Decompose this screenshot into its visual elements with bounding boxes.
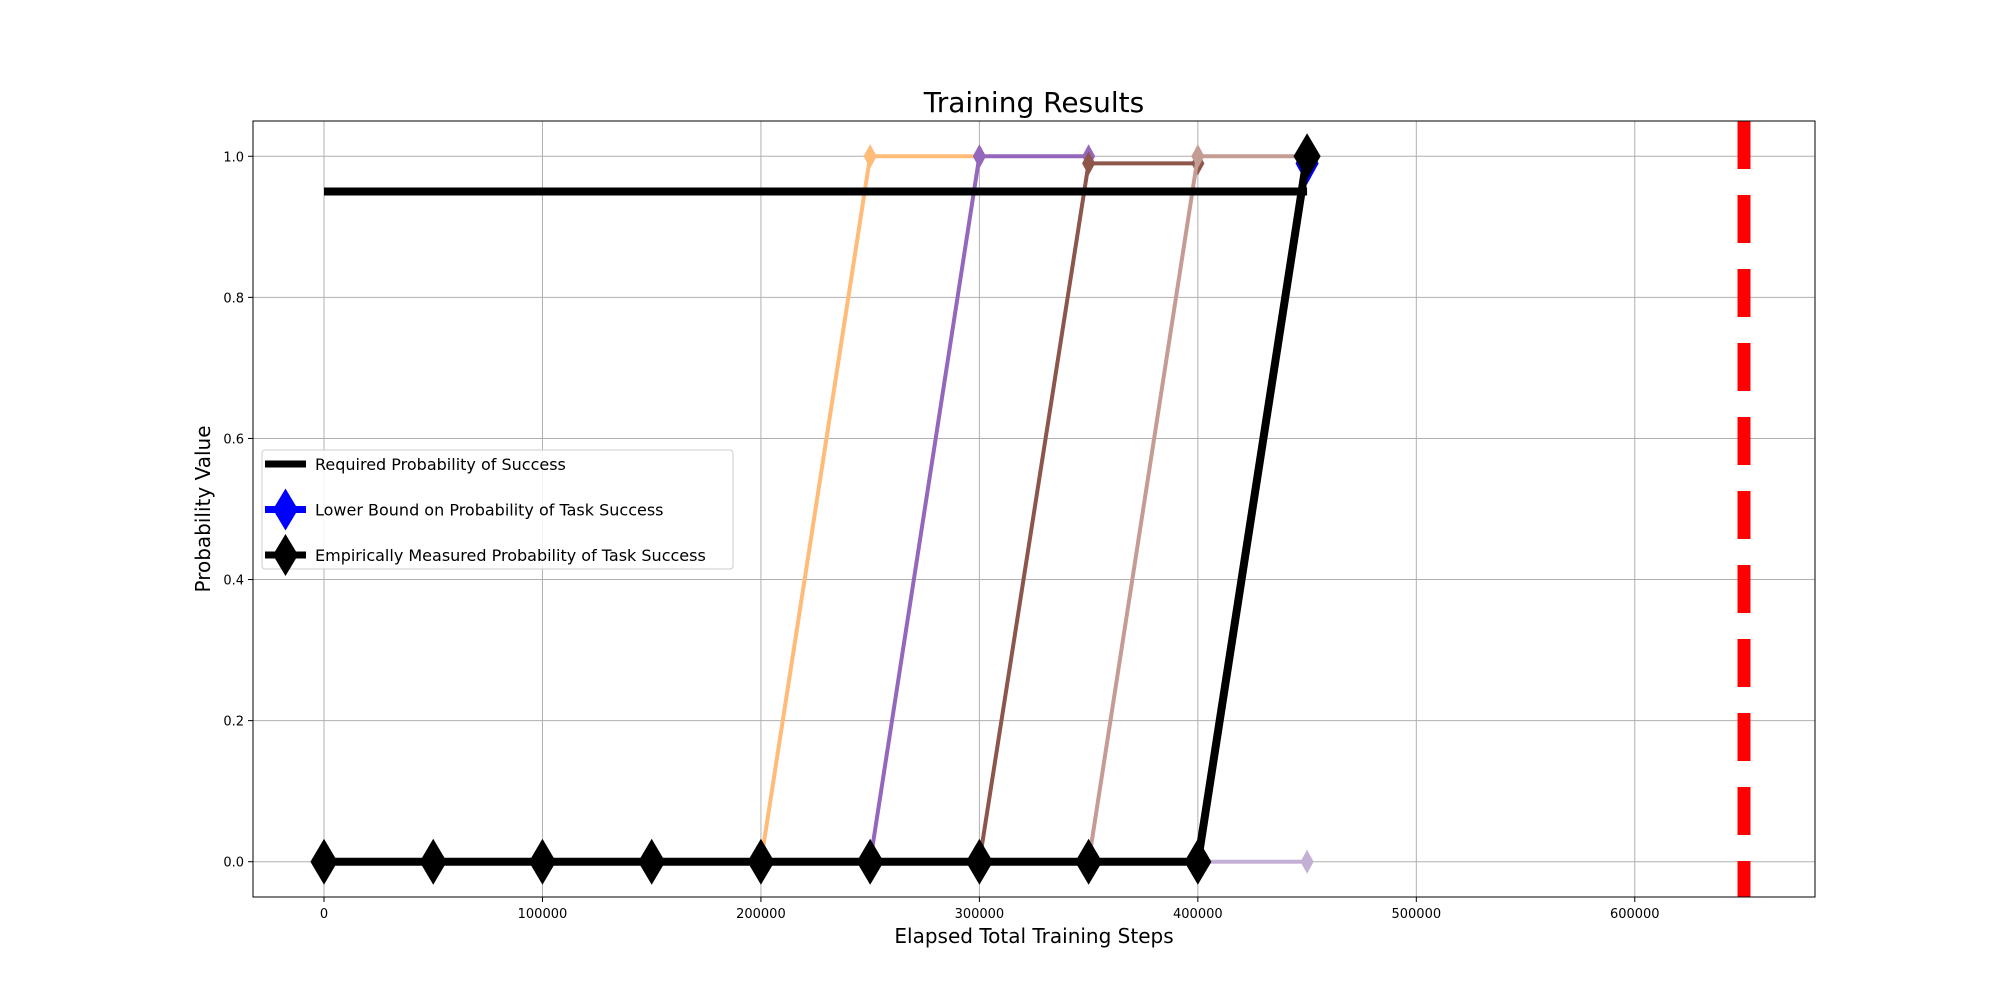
- series-marker: [1184, 838, 1212, 885]
- series-marker: [528, 838, 557, 885]
- series-line: [977, 161, 1198, 863]
- legend-box: [261, 449, 734, 570]
- legend-label: Lower Bound on Probability of Task Succe…: [315, 501, 664, 520]
- candidate-series: [758, 144, 986, 863]
- y-tick-label: 0.4: [223, 574, 244, 589]
- legend-item: Lower Bound on Probability of Task Succe…: [265, 488, 664, 531]
- series-marker: [747, 838, 775, 885]
- y-tick-label: 0.0: [223, 856, 244, 871]
- x-tick-label: 500000: [1391, 907, 1441, 922]
- legend-swatch-marker: [272, 534, 299, 576]
- legend-label: Required Probability of Success: [315, 455, 566, 474]
- tick-layer: 0 100000 200000 300000 400000 500000 600000 0.0…: [223, 150, 1659, 922]
- candidate-series: [1086, 144, 1314, 863]
- series-marker: [863, 144, 877, 169]
- series-marker: [965, 838, 993, 885]
- y-tick-label: 1.0: [223, 150, 244, 165]
- series-line: [324, 155, 1312, 866]
- plot-frame: [252, 120, 1816, 898]
- candidate-series: [868, 144, 1096, 863]
- x-tick-label: 400000: [1173, 907, 1223, 922]
- series-marker: [310, 838, 338, 885]
- y-tick-label: 0.8: [223, 291, 244, 306]
- legend: Required Probability of Success Lower Bou…: [261, 449, 734, 576]
- series-marker: [1082, 151, 1096, 176]
- x-tick-label: 600000: [1610, 907, 1660, 922]
- series-marker: [1300, 849, 1314, 874]
- empirical-series: [310, 133, 1321, 885]
- series-marker: [1191, 144, 1205, 169]
- y-tick-label: 0.2: [223, 715, 244, 730]
- x-tick-label: 200000: [736, 907, 786, 922]
- x-tick-label: 300000: [955, 907, 1005, 922]
- legend-item: Empirically Measured Probability of Task…: [265, 534, 706, 576]
- y-tick-label: 0.6: [223, 432, 244, 447]
- series-marker: [972, 144, 986, 169]
- x-tick-label: 0: [320, 907, 328, 922]
- x-axis-label: Elapsed Total Training Steps: [894, 924, 1173, 948]
- series-line: [758, 154, 980, 863]
- y-axis-label: Probability Value: [191, 425, 215, 592]
- series-marker: [856, 838, 884, 885]
- x-tick-label: 100000: [518, 907, 568, 922]
- legend-label: Empirically Measured Probability of Task…: [315, 546, 706, 565]
- series-marker: [638, 838, 666, 885]
- candidate-series: [977, 151, 1205, 863]
- series-marker: [419, 838, 447, 885]
- series-marker: [1075, 838, 1103, 885]
- legend-swatch-marker: [272, 488, 299, 531]
- series-layer: [310, 121, 1751, 897]
- series-marker: [1293, 133, 1321, 180]
- chart-title: Training Results: [923, 86, 1145, 119]
- legend-item: Required Probability of Success: [265, 455, 566, 474]
